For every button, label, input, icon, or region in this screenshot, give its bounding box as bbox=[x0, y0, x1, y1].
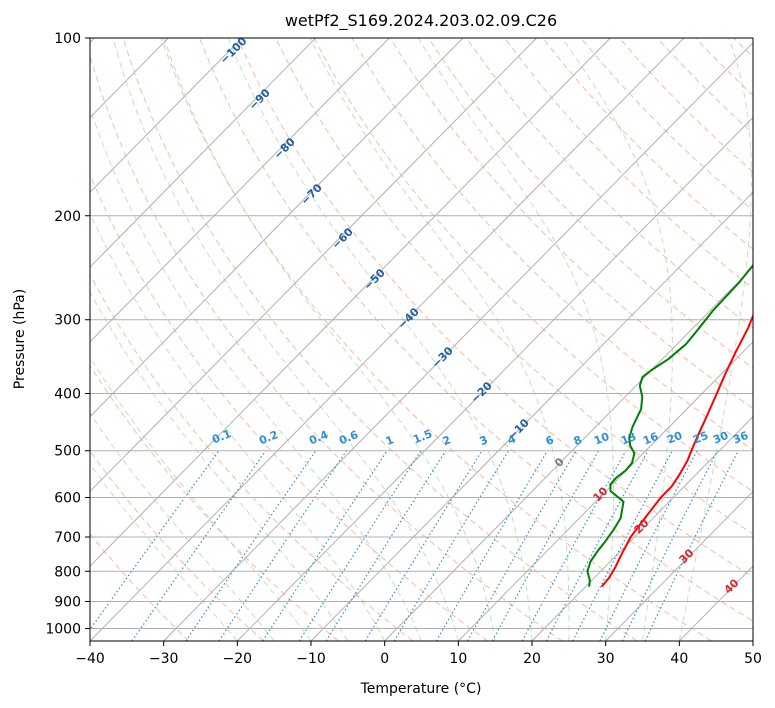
isotherm-line bbox=[90, 38, 390, 343]
isotherm-line bbox=[236, 116, 753, 641]
isotherm-line bbox=[531, 415, 753, 641]
y-tick-label: 900 bbox=[54, 594, 81, 610]
dry-adiabat-line bbox=[237, 38, 753, 578]
isotherm-line bbox=[605, 490, 753, 641]
x-axis-ticks: −40 −30 −20 −10 0 10 20 30 40 50 bbox=[75, 641, 762, 667]
mixing-ratio-label: 2 bbox=[441, 433, 453, 448]
mixing-ratio-label: 36 bbox=[731, 429, 750, 447]
x-axis-title: Temperature (°C) bbox=[360, 681, 482, 697]
mixing-ratio-label: 30 bbox=[711, 429, 730, 447]
moist-adiabat-line bbox=[227, 38, 533, 641]
mixing-ratio-label: 16 bbox=[641, 430, 660, 448]
dry-adiabat-line bbox=[275, 38, 753, 535]
y-axis-title: Pressure (hPa) bbox=[12, 289, 28, 389]
x-tick-label: 0 bbox=[380, 651, 389, 667]
y-tick-label: 200 bbox=[54, 209, 81, 225]
y-tick-label: 700 bbox=[54, 530, 81, 546]
mixing-ratio-line bbox=[218, 450, 348, 641]
mixing-ratio-line bbox=[262, 450, 388, 641]
x-tick-label: −40 bbox=[75, 651, 105, 667]
chart-title: wetPf2_S169.2024.203.02.09.C26 bbox=[285, 11, 557, 31]
moist-adiabat-line bbox=[90, 106, 422, 641]
dry-adiabat-line bbox=[313, 38, 753, 493]
mixing-ratio-line bbox=[185, 450, 317, 641]
dewpoint-profile-line bbox=[586, 263, 753, 587]
temperature-profile-line bbox=[600, 313, 753, 588]
dry-adiabat-line bbox=[160, 38, 712, 641]
x-tick-label: 10 bbox=[449, 651, 467, 667]
x-tick-label: 20 bbox=[523, 651, 541, 667]
y-tick-label: 500 bbox=[54, 444, 81, 460]
mixing-ratio-label: 25 bbox=[691, 429, 710, 447]
x-tick-label: 50 bbox=[744, 651, 762, 667]
moist-adiabat-line bbox=[90, 412, 275, 641]
moist-adiabat-line bbox=[163, 38, 496, 641]
isotherm-line bbox=[457, 341, 753, 641]
moist-adiabat-line bbox=[90, 356, 312, 641]
mixing-ratio-line bbox=[364, 450, 483, 641]
y-tick-label: 800 bbox=[54, 564, 81, 580]
mixing-ratio-line bbox=[599, 450, 698, 641]
y-tick-label: 400 bbox=[54, 387, 81, 403]
mixing-ratio-line bbox=[621, 450, 719, 641]
moist-adiabat-line bbox=[417, 38, 614, 641]
moist-adiabat-line bbox=[561, 38, 673, 641]
background-reference-lines bbox=[90, 38, 753, 641]
y-tick-label: 600 bbox=[54, 490, 81, 506]
isotherm-line bbox=[90, 38, 464, 418]
dry-adiabat-line bbox=[199, 38, 753, 622]
mixing-ratio-label: 10 bbox=[592, 430, 611, 448]
mixing-ratio-line bbox=[466, 450, 577, 641]
y-axis-ticks: 100 200 300 400 500 600 700 800 900 1000 bbox=[45, 31, 90, 637]
mixing-ratio-label: 3 bbox=[478, 433, 490, 448]
moist-adiabat-line bbox=[309, 38, 570, 641]
mixing-ratio-line bbox=[491, 450, 600, 641]
mixing-ratio-line bbox=[521, 450, 627, 641]
isotherm-line bbox=[90, 38, 316, 268]
moist-adiabat-line bbox=[112, 38, 459, 641]
moist-adiabat-line bbox=[678, 38, 752, 641]
moist-adiabat-line bbox=[90, 463, 238, 641]
dry-adiabat-line bbox=[122, 38, 638, 641]
y-tick-label: 300 bbox=[54, 313, 81, 329]
mixing-ratio-label: 20 bbox=[665, 429, 684, 447]
isotherm-line bbox=[384, 266, 753, 641]
x-tick-label: 40 bbox=[670, 651, 688, 667]
x-tick-label: −20 bbox=[223, 651, 253, 667]
x-tick-label: 30 bbox=[597, 651, 615, 667]
y-tick-label: 100 bbox=[54, 31, 81, 47]
dry-adiabat-line bbox=[389, 38, 753, 410]
dry-adiabat-line bbox=[90, 54, 563, 641]
dry-adiabat-line bbox=[351, 38, 753, 451]
mixing-ratio-line bbox=[131, 450, 267, 641]
moist-adiabat-line bbox=[90, 290, 349, 641]
dry-adiabat-line bbox=[90, 364, 339, 641]
mixing-ratio-line bbox=[298, 450, 422, 641]
mixing-ratio-label: 13 bbox=[619, 430, 638, 448]
isotherm-line bbox=[90, 38, 611, 567]
isotherm-line bbox=[163, 41, 753, 641]
moist-adiabat-line bbox=[90, 211, 386, 641]
isotherm-line bbox=[90, 38, 243, 193]
y-tick-label: 1000 bbox=[45, 621, 81, 637]
sounding-profiles bbox=[586, 263, 753, 588]
mixing-ratio-line bbox=[90, 450, 220, 631]
pressure-gridlines bbox=[90, 38, 753, 629]
dry-adiabat-line bbox=[90, 273, 414, 641]
mixing-ratio-label: 1 bbox=[384, 433, 396, 448]
mixing-ratio-label: 8 bbox=[572, 433, 584, 448]
isotherm-line bbox=[90, 38, 537, 493]
dry-adiabat-line bbox=[466, 38, 753, 329]
isotherm-line bbox=[90, 38, 685, 641]
dry-adiabat-line bbox=[427, 38, 753, 369]
plot-frame bbox=[89, 37, 754, 642]
x-tick-label: −30 bbox=[149, 651, 179, 667]
dry-adiabat-line bbox=[90, 450, 264, 641]
dry-adiabat-line bbox=[90, 173, 488, 641]
x-tick-label: −10 bbox=[296, 651, 326, 667]
